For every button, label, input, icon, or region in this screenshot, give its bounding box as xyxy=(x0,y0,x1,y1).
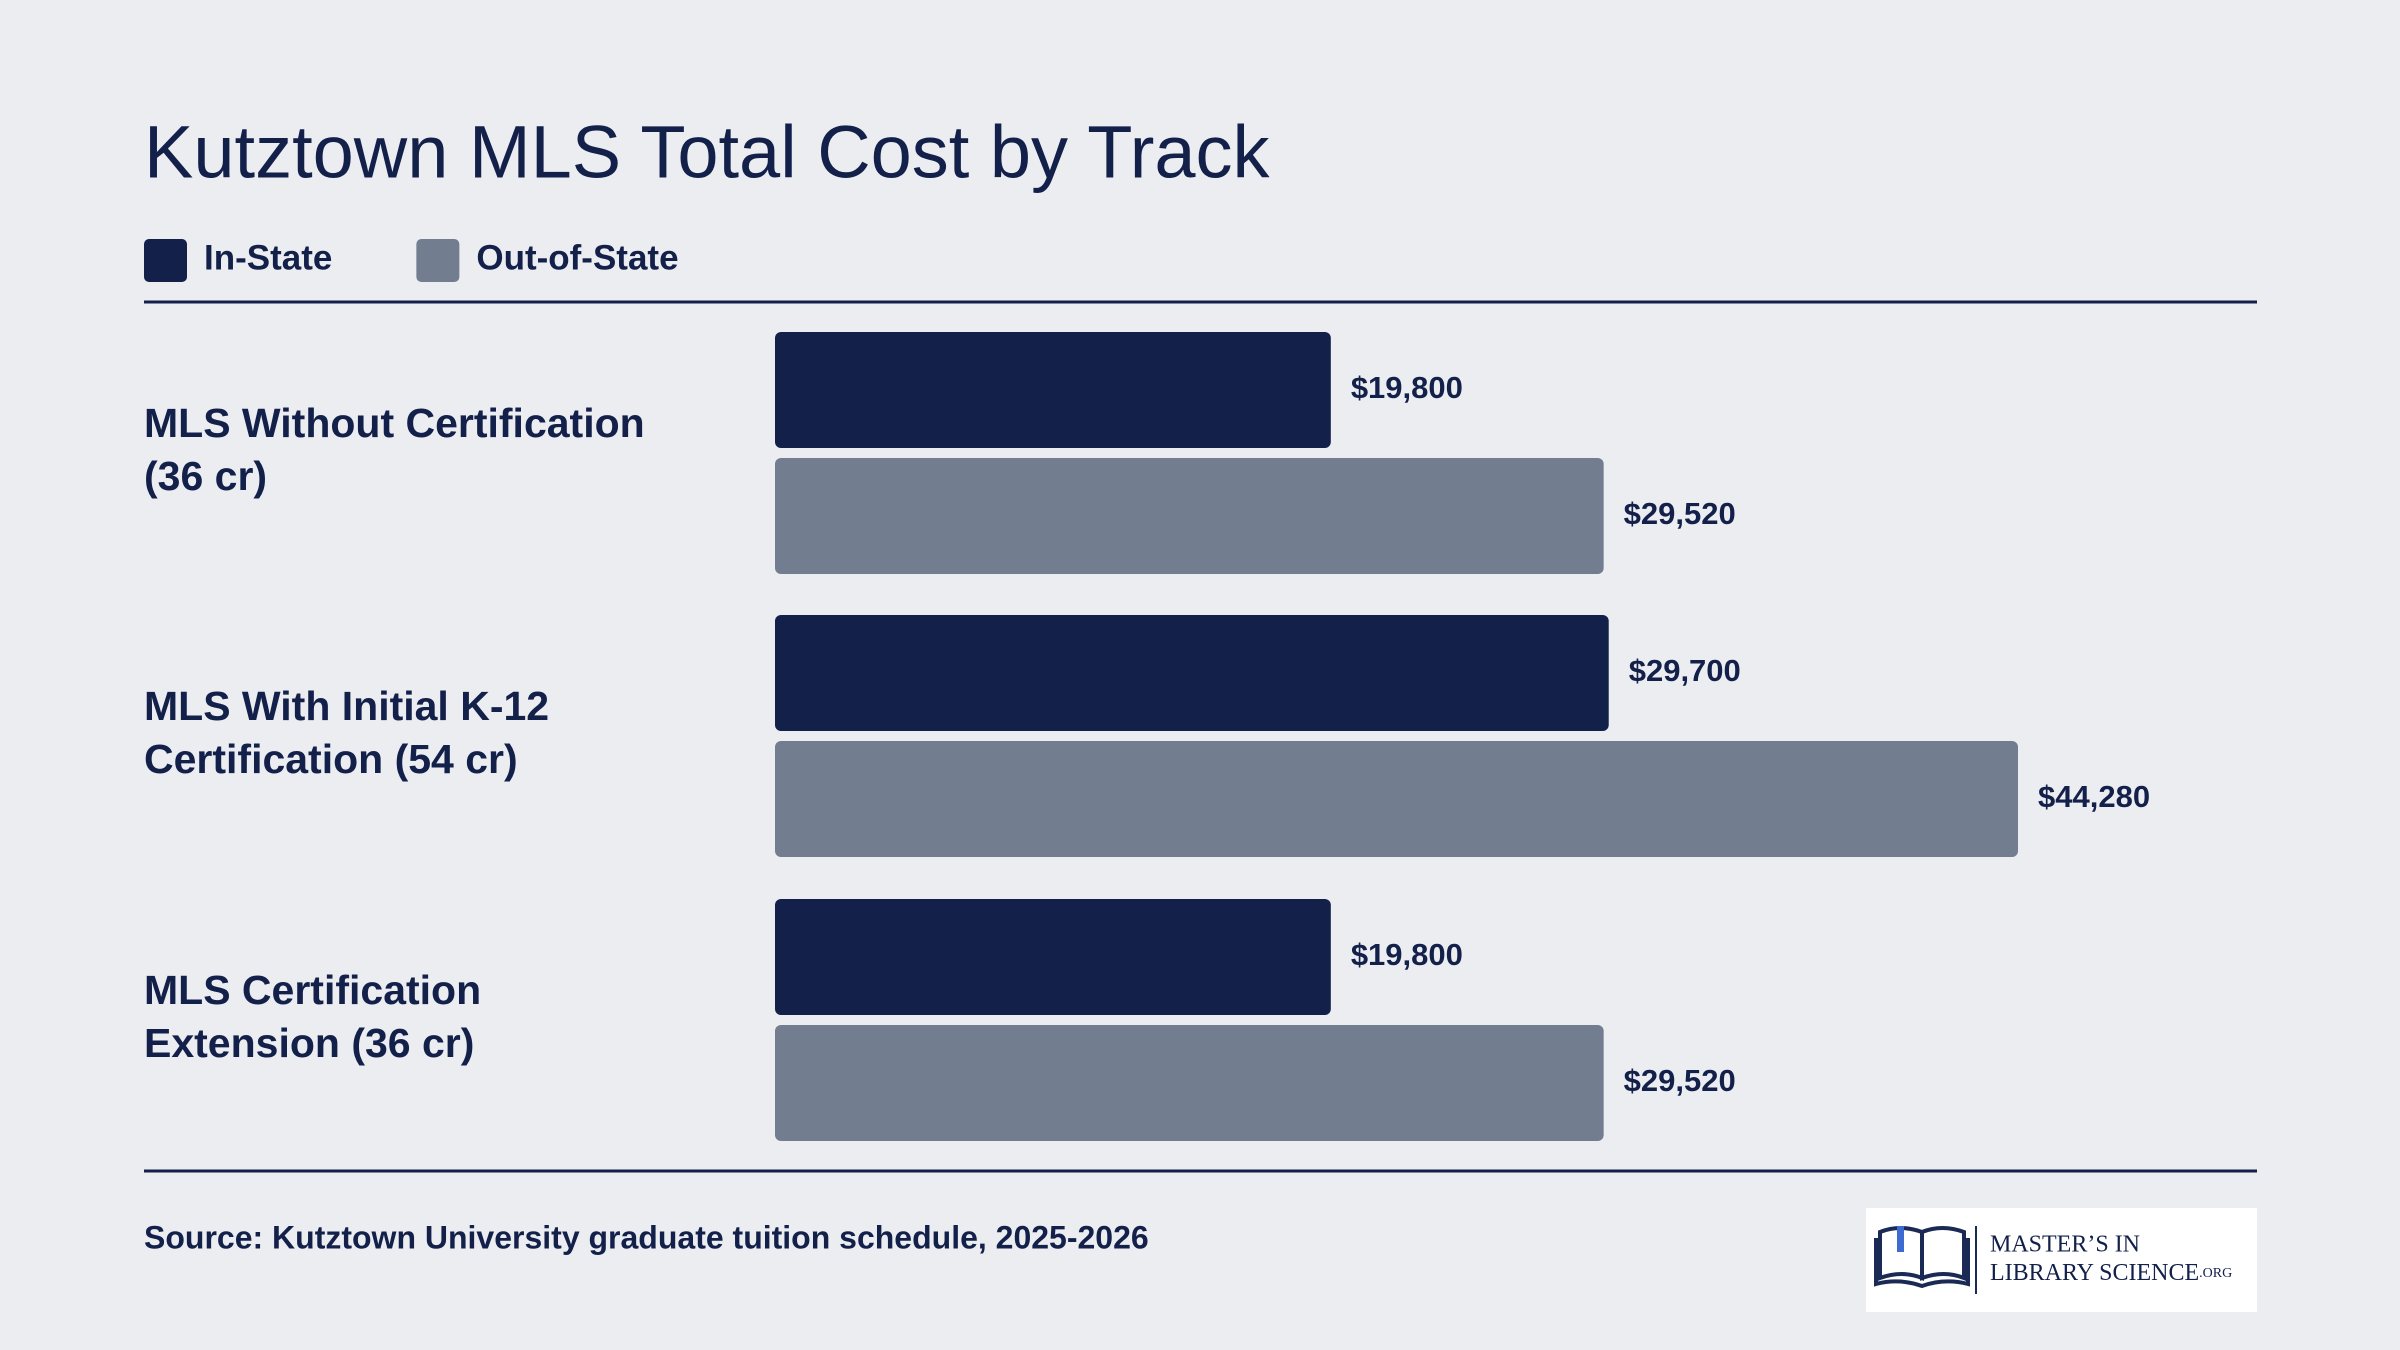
bar xyxy=(775,458,1604,574)
value-label: $44,280 xyxy=(2038,779,2150,814)
legend-label: In-State xyxy=(204,238,332,277)
value-label: $29,520 xyxy=(1624,496,1736,531)
category-label: MLS Without Certification xyxy=(144,400,645,446)
legend-swatch xyxy=(144,239,187,282)
logo-text: LIBRARY SCIENCE xyxy=(1990,1260,2199,1286)
bar xyxy=(775,615,1609,731)
legend-swatch xyxy=(416,239,460,282)
value-label: $19,800 xyxy=(1351,370,1463,405)
category-label: Certification (54 cr) xyxy=(144,736,518,782)
value-label: $19,800 xyxy=(1351,937,1463,972)
logo-suffix: .ORG xyxy=(2199,1266,2232,1281)
legend-label: Out-of-State xyxy=(476,238,678,277)
bar xyxy=(775,741,2018,857)
logo: MASTER’S IN LIBRARY SCIENCE.ORG xyxy=(1866,1208,2257,1312)
logo-book xyxy=(1874,1226,1970,1289)
category-label: MLS Certification xyxy=(144,967,481,1013)
logo-text: LIBRARY SCIENCE.ORG xyxy=(1990,1260,2232,1286)
logo-bookmark xyxy=(1897,1226,1904,1252)
category-label: MLS With Initial K-12 xyxy=(144,683,549,729)
bar xyxy=(775,899,1331,1015)
category-label: (36 cr) xyxy=(144,453,267,499)
chart-title: Kutztown MLS Total Cost by Track xyxy=(144,111,1271,194)
logo-text: MASTER’S IN xyxy=(1990,1232,2140,1258)
bar xyxy=(775,1025,1604,1141)
value-label: $29,700 xyxy=(1629,653,1741,688)
value-label: $29,520 xyxy=(1624,1063,1736,1098)
source: Source: Kutztown University graduate tui… xyxy=(144,1219,1149,1255)
bar xyxy=(775,332,1331,448)
logo-box xyxy=(1866,1208,2257,1312)
category-label: Extension (36 cr) xyxy=(144,1020,474,1066)
